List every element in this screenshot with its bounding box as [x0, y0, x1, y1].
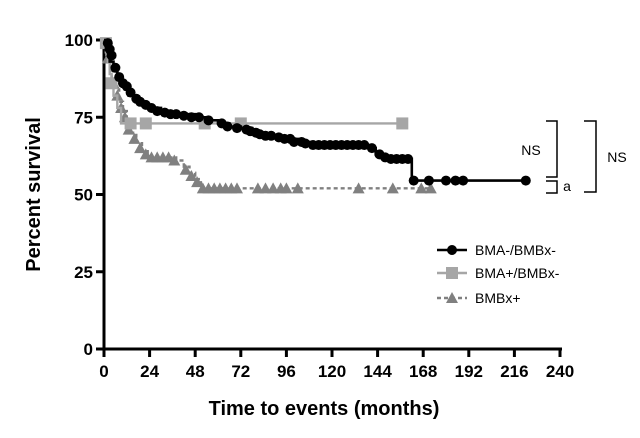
x-tick-label: 0 — [99, 362, 108, 381]
censor-mark-triangle — [251, 182, 264, 194]
censor-mark-triangle — [128, 132, 141, 144]
x-tick-label: 192 — [455, 362, 483, 381]
censor-mark-circle — [366, 143, 377, 154]
censor-mark-circle — [458, 175, 469, 186]
censor-mark-triangle — [185, 169, 198, 181]
censor-mark-circle — [408, 175, 419, 186]
bracket-ns-inner — [546, 120, 558, 178]
bracket-a — [546, 180, 558, 194]
censor-mark-circle — [423, 175, 434, 186]
x-tick-label: 168 — [409, 362, 437, 381]
censor-mark-circle — [450, 175, 461, 186]
censor-mark-triangle — [168, 154, 181, 166]
censor-mark-circle — [171, 109, 182, 120]
censor-mark-circle — [403, 153, 413, 164]
x-axis-title: Time to events (months) — [209, 398, 440, 420]
annotation-a: a — [563, 178, 571, 194]
censor-mark-square — [234, 117, 247, 130]
y-tick-label: 75 — [74, 108, 93, 127]
censor-mark-circle — [186, 112, 197, 123]
x-tick-label: 96 — [277, 362, 296, 381]
censor-mark-circle — [266, 130, 277, 141]
legend-item: BMBx+ — [437, 290, 521, 306]
censor-mark-square — [105, 77, 118, 90]
censor-mark-circle — [441, 175, 451, 186]
legend-item: BMA-/BMBx- — [437, 242, 556, 258]
censor-mark-square — [139, 117, 152, 130]
censor-mark-circle — [106, 50, 117, 61]
censor-mark-circle — [232, 123, 242, 134]
series-layer — [99, 37, 531, 194]
x-tick-label: 144 — [363, 362, 392, 381]
x-tick-label: 240 — [546, 362, 574, 381]
y-axis-title: Percent survival — [23, 117, 45, 272]
censor-mark-circle — [194, 112, 204, 123]
censor-mark-triangle — [280, 182, 293, 194]
censor-mark-square — [124, 117, 137, 130]
censor-mark-triangle — [424, 182, 437, 194]
censor-mark-triangle — [231, 182, 243, 194]
survival-curve — [104, 38, 431, 190]
censor-mark-circle — [203, 115, 214, 126]
axes: 0 25 50 75 100 0 24 48 72 96 120 144 168 192 216 240 Tim… — [23, 31, 574, 420]
censor-mark-circle — [152, 106, 163, 117]
censor-mark-circle — [447, 245, 457, 255]
legend: BMA-/BMBx- BMA+/BMBx- BMBx+ — [437, 242, 560, 306]
x-tick-label: 72 — [231, 362, 250, 381]
y-tick-label: 100 — [65, 31, 93, 50]
censor-mark-triangle — [267, 182, 280, 194]
censor-mark-triangle — [352, 182, 365, 194]
x-tick-label: 24 — [140, 362, 159, 381]
censor-mark-circle — [289, 136, 299, 147]
censor-mark-circle — [178, 110, 189, 121]
censor-mark-triangle — [386, 182, 399, 194]
annotation-ns-inner: NS — [521, 142, 540, 158]
censor-mark-triangle — [291, 182, 304, 194]
y-tick-label: 25 — [74, 263, 93, 282]
censor-mark-circle — [520, 175, 531, 186]
x-tick-label: 120 — [318, 362, 346, 381]
censor-mark-square — [396, 117, 409, 130]
censor-mark-triangle — [179, 163, 192, 175]
legend-label: BMBx+ — [475, 290, 521, 306]
censor-mark-triangle — [134, 142, 147, 154]
bracket-ns-outer — [584, 120, 597, 193]
censor-mark-triangle — [191, 176, 204, 188]
legend-label: BMA+/BMBx- — [475, 265, 560, 281]
censor-mark-square — [446, 267, 458, 279]
series-bma-bmbx- — [99, 37, 409, 130]
series-bma-bmbx- — [102, 38, 531, 186]
censor-mark-circle — [222, 121, 233, 132]
annotation-layer: NS a NS — [521, 120, 627, 194]
series-bmbx- — [101, 38, 437, 194]
y-tick-label: 50 — [74, 186, 93, 205]
censor-mark-circle — [300, 138, 311, 149]
legend-item: BMA+/BMBx- — [437, 265, 560, 281]
censor-mark-triangle — [259, 182, 272, 194]
legend-label: BMA-/BMBx- — [475, 242, 556, 258]
censor-mark-circle — [359, 140, 370, 151]
censor-mark-triangle — [415, 182, 428, 194]
censor-mark-triangle — [446, 292, 458, 303]
x-tick-label: 216 — [500, 362, 528, 381]
annotation-ns-outer: NS — [607, 149, 626, 165]
x-tick-label: 48 — [186, 362, 205, 381]
y-tick-label: 0 — [84, 340, 93, 359]
censor-mark-circle — [110, 62, 121, 73]
